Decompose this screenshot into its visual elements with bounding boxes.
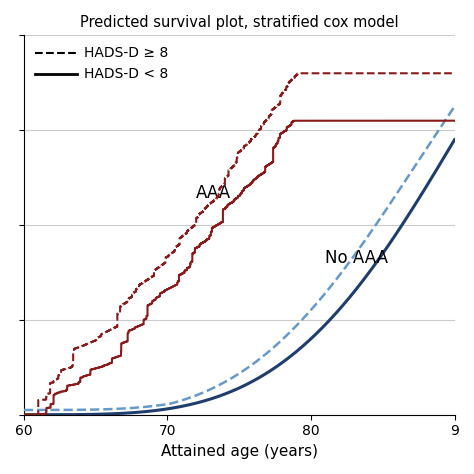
Text: AAA: AAA (196, 184, 231, 202)
Text: No AAA: No AAA (325, 249, 388, 267)
Title: Predicted survival plot, stratified cox model: Predicted survival plot, stratified cox … (80, 15, 399, 30)
X-axis label: Attained age (years): Attained age (years) (161, 444, 318, 459)
Legend: HADS-D ≥ 8, HADS-D < 8: HADS-D ≥ 8, HADS-D < 8 (31, 42, 172, 85)
